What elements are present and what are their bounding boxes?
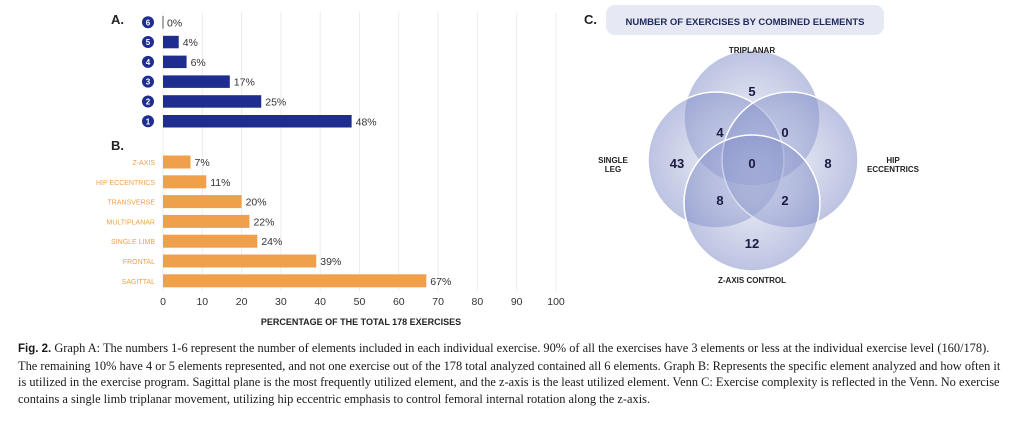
figure-2: A. B. C. 6 0% 5 4% 4 6% 3 17% 2 25% 1 48% Z-AXIS 7% H… [96,5,920,327]
category-label-5: 5 [146,38,151,47]
venn-set-label-z-axis-control: Z-AXIS CONTROL [718,276,786,285]
x-tick-label-0: 0 [160,296,166,308]
venn-region-single-leg: 43 [670,156,684,171]
venn-region-z-axis-control: 12 [745,236,759,251]
x-tick-label-30: 30 [275,296,287,308]
bar-b-single-limb [163,234,258,248]
category-badge-5 [142,36,154,49]
x-tick-label-80: 80 [472,296,484,308]
category-label-single-limb: SINGLE LIMB [111,239,155,246]
bar-a-4 [163,55,187,69]
venn-region-all-four: 0 [748,156,755,171]
bar-b-transverse [163,195,242,209]
value-label-b-transverse: 20% [246,197,267,209]
x-tick-label-50: 50 [354,296,366,308]
x-tick-label-90: 90 [511,296,523,308]
x-tick-label-70: 70 [432,296,444,308]
value-label-b-hip-eccentrics: 11% [210,177,230,189]
venn-diagram-c: TRIPLANAR SINGLE LEG HIP ECCENTRICS Z-AXIS… [598,46,920,285]
venn-region-triplanar-hip-eccentrics: 0 [781,125,788,140]
caption-text: Graph A: The numbers 1-6 represent the n… [18,341,1001,406]
venn-region-hip-eccentrics: 8 [824,156,831,171]
x-axis: 0 10 20 30 40 50 60 70 80 90 100 [160,296,565,308]
category-label-sagittal: SAGITTAL [122,279,155,286]
value-label-b-sagittal: 67% [430,276,451,288]
value-label-b-z-axis: 7% [195,157,210,169]
category-badge-3 [142,75,154,88]
value-label-a-5: 4% [183,37,198,49]
category-label-multiplanar: MULTIPLANAR [107,219,156,226]
venn-title: NUMBER OF EXERCISES BY COMBINED ELEMENTS [626,17,865,28]
chart-a-number-of-elements: 6 0% 5 4% 4 6% 3 17% 2 25% 1 48% [142,16,377,128]
venn-region-triplanar-single-leg: 4 [716,125,724,140]
venn-region-hip-eccentrics-z-axis: 2 [781,193,788,208]
panel-label-c: C. [584,12,597,27]
x-tick-label-40: 40 [314,296,326,308]
venn-set-label-hip-eccentrics: HIP ECCENTRICS [867,156,920,174]
category-label-hip-eccentrics: HIP ECCENTRICS [96,180,155,187]
category-label-3: 3 [146,78,151,87]
venn-region-single-leg-z-axis: 8 [716,193,723,208]
category-badge-2 [142,95,154,108]
value-label-a-3: 17% [234,77,255,89]
category-label-frontal: FRONTAL [123,259,155,266]
value-label-b-multiplanar: 22% [253,216,274,228]
value-label-b-single-limb: 24% [261,236,282,248]
category-badge-1 [142,115,154,128]
value-label-a-1: 48% [356,116,377,128]
bar-b-multiplanar [163,214,250,228]
category-label-6: 6 [146,18,151,27]
bar-b-frontal [163,254,317,268]
bar-b-sagittal [163,274,427,288]
x-tick-label-100: 100 [547,296,565,308]
category-label-1: 1 [146,117,151,126]
venn-title-box: NUMBER OF EXERCISES BY COMBINED ELEMENTS [606,5,884,35]
bar-a-5 [163,35,179,49]
category-label-z-axis: Z-AXIS [132,160,155,167]
bar-a-2 [163,95,262,108]
x-tick-label-10: 10 [196,296,208,308]
bar-b-hip-eccentrics [163,175,207,189]
value-label-a-2: 25% [265,96,286,108]
panel-label-a: A. [111,12,124,27]
bar-b-z-axis [163,155,191,169]
category-label-4: 4 [146,58,151,67]
bar-chart-gridlines [162,12,557,291]
value-label-a-6: 0% [167,17,182,29]
x-axis-label: PERCENTAGE OF THE TOTAL 178 EXERCISES [261,317,461,327]
venn-set-label-triplanar: TRIPLANAR [729,46,775,55]
category-label-2: 2 [146,97,151,106]
value-label-b-frontal: 39% [320,256,341,268]
venn-circle-z-axis-control [683,134,821,272]
chart-b-elements-usage: Z-AXIS 7% HIP ECCENTRICS 11% TRANSVERSE 20% MU… [96,155,451,288]
category-badge-6 [142,16,154,29]
bar-a-3 [163,75,230,88]
value-label-a-4: 6% [191,57,206,69]
x-tick-label-60: 60 [393,296,405,308]
figure-caption: Fig. 2. Graph A: The numbers 1-6 represe… [18,340,1008,407]
bar-a-1 [163,115,352,128]
venn-set-label-single-leg: SINGLE LEG [598,156,628,174]
category-label-transverse: TRANSVERSE [108,200,156,207]
panel-label-b: B. [111,138,124,153]
caption-label: Fig. 2. [18,343,52,355]
x-tick-label-20: 20 [236,296,248,308]
venn-region-triplanar: 5 [748,84,755,99]
category-badge-4 [142,55,154,68]
